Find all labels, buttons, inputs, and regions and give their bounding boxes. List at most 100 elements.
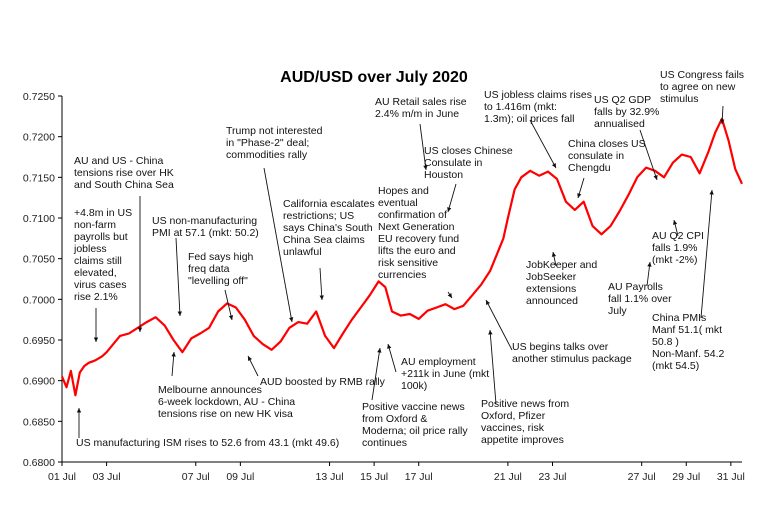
annotation-line: fall 1.1% over [608,293,672,305]
annotation-13: China closes US consulate in Chengdu [568,138,646,174]
annotation-line: US closes Chinese [424,145,513,157]
arrow-head [228,315,234,320]
annotation-line: US Q2 GDP [594,94,651,106]
y-tick-label: 0.7000 [23,294,55,306]
annotation-line: Moderna; oil price rally [362,425,468,437]
arrow-head [177,311,182,316]
arrow-head [76,408,82,413]
annotation-17: China PMIs Manf 51.1( mkt 50.8 ) Non-Manf. … [652,312,725,372]
annotation-line: to 1.416m (mkt: [484,101,557,113]
arrow-head [377,348,382,353]
annotation-line: California escalates [283,198,375,210]
annotation-line: China closes US [568,138,646,150]
annotation-line: rise 2.1% [74,291,118,303]
annotation-line: Melbourne announces [158,384,262,396]
annotation-line: AUD boosted by RMB rally [260,376,386,388]
arrow-head [93,337,99,342]
annotation-line: Manf 51.1( mkt [652,324,722,336]
annotation-8: US jobless claims rises to 1.416m (mkt: 1.… [484,89,592,125]
annotation-line: +211k in June (mkt [401,368,489,380]
annotation-line: China Sea claims [283,234,365,246]
annotation-line: freq data [188,263,230,275]
y-tick-label: 0.6800 [23,457,55,469]
arrow-head [709,190,714,195]
x-axis-ticks: 01 Jul 03 Jul 07 Jul 09 Jul 13 Jul 15 Jul 17 J… [48,462,745,483]
annotation-22: Positive vaccine news from Oxford & Modern… [362,401,468,449]
annotation-line: from Oxford & [362,413,427,425]
annotation-line: continues [362,437,407,449]
annotation-arrow [485,299,513,351]
annotation-line: lifts the euro and [378,245,456,257]
x-tick-label: 15 Jul [360,471,388,483]
y-tick-label: 0.7050 [23,254,55,266]
annotation-line: US non-manufacturing [152,215,257,227]
annotation-line: jobless [73,243,107,255]
annotation-line: in "Phase-2" deal; [226,137,309,149]
arrow-head [653,175,658,180]
annotation-line: non-farm [74,219,116,231]
axes [61,96,742,463]
annotation-line: Positive news from [481,398,569,410]
annotation-line: Consulate in [424,157,483,169]
annotation-line: risk sensitive [378,257,438,269]
annotation-5: Trump not interested in "Phase-2" deal; co… [226,125,323,161]
annotation-line: EU recovery fund [378,233,459,245]
annotation-line: and South China Sea [74,179,174,191]
chart-title: AUD/USD over July 2020 [280,69,468,86]
annotation-line: US Congress fails [660,69,744,81]
annotation-line: JobKeeper and [526,259,597,271]
annotation-7: AU Retail sales rise 2.4% m/m in June [375,96,467,120]
annotation-line: China PMIs [652,312,706,324]
annotation-line: annualised [594,118,645,130]
x-tick-label: 07 Jul [182,471,210,483]
arrow-head [720,119,725,124]
annotation-arrow [639,129,658,181]
annotation-4: Fed says high freq data "levelling off" [188,251,254,287]
annotation-arrow [224,289,233,321]
annotation-line: tensions rise over HK [74,167,174,179]
annotation-line: Hopes and [378,185,429,197]
annotation-arrow [489,329,497,405]
annotation-line: Next Generation [378,221,455,233]
x-tick-label: 23 Jul [538,471,566,483]
annotation-line: 50.8 ) [652,336,679,348]
arrow-head [551,252,557,257]
y-tick-label: 0.7150 [23,172,55,184]
arrow-head [137,327,143,332]
x-tick-label: 09 Jul [226,471,254,483]
annotation-arrows [76,105,725,438]
annotation-line: AU and US - China [74,155,163,167]
annotation-arrow [175,237,181,317]
x-tick-label: 17 Jul [405,471,433,483]
annotation-arrow [387,343,397,373]
annotation-line: extensions [526,283,576,295]
x-tick-label: 21 Jul [494,471,522,483]
annotation-line: appetite improves [481,434,564,446]
annotation-line: AU Q2 CPI [652,230,704,242]
annotation-line: vaccines, risk [481,422,545,434]
annotation-10: Hopes and eventual confirmation of Next Gen… [378,185,459,281]
annotation-line: stimulus [660,93,699,105]
annotation-arrow [447,183,457,213]
annotation-line: US jobless claims rises [484,89,592,101]
x-tick-label: 27 Jul [628,471,656,483]
arrow-head [171,352,176,357]
annotation-arrow [319,267,323,301]
annotation-line: unlawful [283,246,322,258]
annotation-line: US begins talks over [512,341,609,353]
arrow-head [423,165,428,170]
annotation-line: confirmation of [378,209,447,221]
annotation-1: AU and US - China tensions rise over HK an… [74,155,174,191]
annotation-line: Oxford, Pfizer [481,410,546,422]
annotation-line: AU Retail sales rise [375,96,467,108]
annotation-19: Melbourne announces 6-week lockdown, AU -… [158,384,295,420]
arrow-head [672,220,678,225]
arrow-head [647,262,652,267]
annotation-line: announced [526,295,578,307]
annotation-line: falls by 32.9% [594,106,659,118]
x-tick-label: 13 Jul [316,471,344,483]
annotation-2: +4.8m in US non-farm payrolls but jobless cl… [73,207,132,303]
aud-usd-series-line [60,117,743,397]
annotation-18: US begins talks over another stimulus pac… [512,341,632,365]
